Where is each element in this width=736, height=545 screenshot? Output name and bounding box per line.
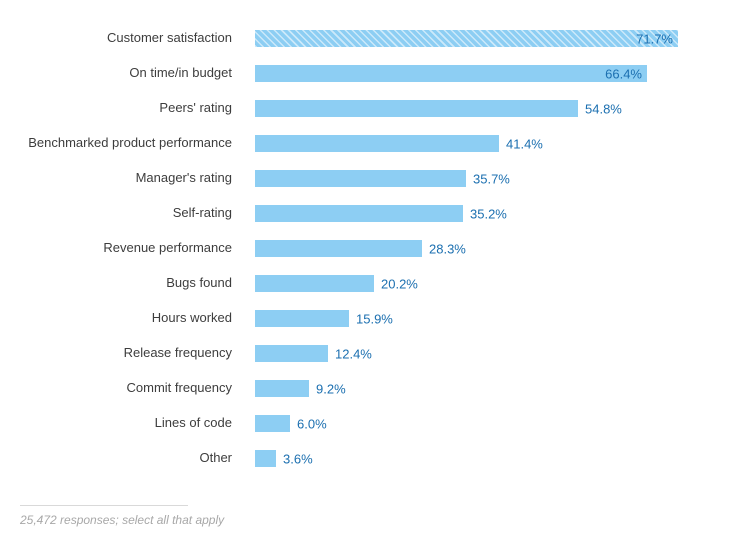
bar[interactable] xyxy=(255,100,578,117)
bar-row: Lines of code 6.0% xyxy=(0,406,736,441)
bar-row: Manager's rating 35.7% xyxy=(0,161,736,196)
category-label: On time/in budget xyxy=(129,65,232,81)
value-label: 28.3% xyxy=(429,241,466,256)
bar[interactable] xyxy=(255,65,647,82)
value-label: 3.6% xyxy=(283,451,313,466)
bar[interactable] xyxy=(255,135,499,152)
value-label: 41.4% xyxy=(506,136,543,151)
bar[interactable] xyxy=(255,415,290,432)
bar-track: 66.4% xyxy=(255,65,685,82)
category-label: Benchmarked product performance xyxy=(28,135,232,151)
category-label: Release frequency xyxy=(123,345,232,361)
category-label: Hours worked xyxy=(151,310,232,326)
footnote-text: 25,472 responses; select all that apply xyxy=(20,513,225,527)
category-label: Other xyxy=(199,450,232,466)
bar[interactable] xyxy=(255,450,276,467)
bar-row: Commit frequency 9.2% xyxy=(0,371,736,406)
bar[interactable] xyxy=(255,170,466,187)
bar-row: On time/in budget 66.4% xyxy=(0,56,736,91)
bar-row: Peers' rating 54.8% xyxy=(0,91,736,126)
category-label: Lines of code xyxy=(154,415,232,431)
category-label: Peers' rating xyxy=(159,100,232,116)
bar-row: Revenue performance 28.3% xyxy=(0,231,736,266)
category-label: Commit frequency xyxy=(126,380,232,396)
bar-track: 41.4% xyxy=(255,135,685,152)
bar[interactable] xyxy=(255,30,678,47)
bar-track: 6.0% xyxy=(255,415,685,432)
bar[interactable] xyxy=(255,380,309,397)
bar-row: Release frequency 12.4% xyxy=(0,336,736,371)
bar[interactable] xyxy=(255,275,374,292)
value-label: 35.2% xyxy=(470,206,507,221)
value-label: 54.8% xyxy=(585,101,622,116)
bar[interactable] xyxy=(255,345,328,362)
bar-row: Other 3.6% xyxy=(0,441,736,476)
bar-row: Bugs found 20.2% xyxy=(0,266,736,301)
bar-track: 71.7% xyxy=(255,30,685,47)
bar-track: 54.8% xyxy=(255,100,685,117)
horizontal-bar-chart: Customer satisfaction 71.7% On time/in b… xyxy=(0,21,736,476)
bar-track: 15.9% xyxy=(255,310,685,327)
bar-track: 20.2% xyxy=(255,275,685,292)
bar-track: 35.2% xyxy=(255,205,685,222)
bar-row: Customer satisfaction 71.7% xyxy=(0,21,736,56)
category-label: Manager's rating xyxy=(135,170,232,186)
bar[interactable] xyxy=(255,240,422,257)
category-label: Self-rating xyxy=(172,205,232,221)
value-label: 6.0% xyxy=(297,416,327,431)
bar-row: Hours worked 15.9% xyxy=(0,301,736,336)
value-label: 9.2% xyxy=(316,381,346,396)
value-label: 12.4% xyxy=(335,346,372,361)
bar-track: 9.2% xyxy=(255,380,685,397)
value-label: 66.4% xyxy=(605,66,642,81)
value-label: 35.7% xyxy=(473,171,510,186)
bar-track: 3.6% xyxy=(255,450,685,467)
category-label: Revenue performance xyxy=(103,240,232,256)
value-label: 15.9% xyxy=(356,311,393,326)
value-label: 20.2% xyxy=(381,276,418,291)
footnote-divider xyxy=(20,505,188,506)
bar-row: Self-rating 35.2% xyxy=(0,196,736,231)
bar-row: Benchmarked product performance 41.4% xyxy=(0,126,736,161)
bar[interactable] xyxy=(255,310,349,327)
category-label: Customer satisfaction xyxy=(107,30,232,46)
bar-track: 28.3% xyxy=(255,240,685,257)
bar-track: 12.4% xyxy=(255,345,685,362)
bar-track: 35.7% xyxy=(255,170,685,187)
value-label: 71.7% xyxy=(636,31,673,46)
bar[interactable] xyxy=(255,205,463,222)
category-label: Bugs found xyxy=(166,275,232,291)
